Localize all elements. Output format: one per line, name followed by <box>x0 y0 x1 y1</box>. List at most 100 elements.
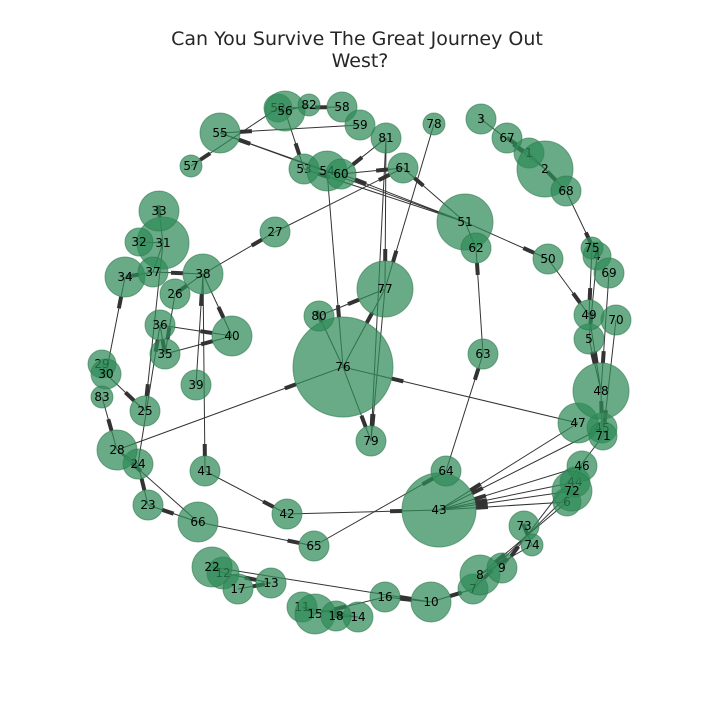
node-label-49: 49 <box>581 308 596 322</box>
node-57: 57 <box>179 154 203 178</box>
node-circle-79 <box>355 425 387 457</box>
node-label-77: 77 <box>377 282 392 296</box>
node-label-25: 25 <box>137 404 152 418</box>
node-10: 10 <box>410 581 452 623</box>
node-label-23: 23 <box>140 498 155 512</box>
node-label-71: 71 <box>595 429 610 443</box>
node-circle-83 <box>90 385 114 409</box>
edge-arrow-41-42 <box>262 499 275 509</box>
node-30: 30 <box>90 358 122 390</box>
node-circle-82 <box>297 93 321 117</box>
edge-arrow-54-55 <box>238 137 251 146</box>
node-label-9: 9 <box>498 561 506 575</box>
node-label-37: 37 <box>145 265 160 279</box>
node-circle-48 <box>572 362 630 420</box>
node-circle-40 <box>211 315 253 357</box>
node-label-3: 3 <box>477 112 485 126</box>
node-circle-60 <box>325 158 357 190</box>
node-label-42: 42 <box>279 507 294 521</box>
node-35: 35 <box>149 338 181 370</box>
edge-arrow-56-53 <box>293 142 302 156</box>
node-label-50: 50 <box>540 252 555 266</box>
node-circle-17 <box>222 573 254 605</box>
edge-arrow-35-40 <box>200 339 214 347</box>
node-circle-50 <box>532 243 564 275</box>
node-label-81: 81 <box>378 131 393 145</box>
edge-arrow-30-25 <box>124 390 136 403</box>
node-label-28: 28 <box>109 443 124 457</box>
node-label-26: 26 <box>167 287 182 301</box>
node-label-65: 65 <box>306 539 321 553</box>
node-label-66: 66 <box>190 515 205 529</box>
node-18: 18 <box>320 600 352 632</box>
node-9: 9 <box>486 552 518 584</box>
node-circle-80 <box>303 300 335 332</box>
node-77: 77 <box>356 260 414 318</box>
node-circle-26 <box>159 278 191 310</box>
edge-arrow-47-43 <box>469 482 482 493</box>
edge-arrow-72-43 <box>475 501 488 507</box>
node-circle-9 <box>486 552 518 584</box>
node-40: 40 <box>211 315 253 357</box>
edge-arrow-22-10 <box>399 594 412 601</box>
node-label-68: 68 <box>558 184 573 198</box>
node-36: 36 <box>144 309 176 341</box>
node-circle-75 <box>580 236 604 260</box>
edge-arrow-39-38 <box>198 293 204 307</box>
node-39: 39 <box>180 369 212 401</box>
node-circle-69 <box>593 257 625 289</box>
node-label-39: 39 <box>188 378 203 392</box>
node-13: 13 <box>255 567 287 599</box>
node-label-70: 70 <box>608 313 623 327</box>
node-68: 68 <box>550 175 582 207</box>
node-label-2: 2 <box>541 162 549 176</box>
node-50: 50 <box>532 243 564 275</box>
node-16: 16 <box>369 581 401 613</box>
node-label-35: 35 <box>157 347 172 361</box>
node-circle-33 <box>138 190 180 232</box>
node-74: 74 <box>520 533 544 557</box>
node-label-43: 43 <box>431 503 446 517</box>
node-28: 28 <box>96 429 138 471</box>
node-circle-3 <box>465 103 497 135</box>
node-label-22: 22 <box>204 560 219 574</box>
edge-arrow-51-50 <box>522 246 536 255</box>
edge-arrow-71-9 <box>509 545 520 558</box>
edge-arrow-52-57 <box>199 151 212 162</box>
node-label-32: 32 <box>131 235 146 249</box>
node-label-69: 69 <box>601 266 616 280</box>
edge-arrow-47-76 <box>391 376 404 384</box>
node-circle-23 <box>132 489 164 521</box>
edge-arrow-66-23 <box>161 507 175 516</box>
edge-arrow-59-55 <box>239 129 253 134</box>
node-label-83: 83 <box>94 390 109 404</box>
edge-arrow-44-43 <box>474 498 488 505</box>
node-circle-78 <box>422 112 446 136</box>
node-circle-76 <box>292 316 394 418</box>
node-49: 49 <box>573 299 605 331</box>
node-circle-57 <box>179 154 203 178</box>
node-layer: 1234567891011121314151617182223242526272… <box>87 90 632 635</box>
node-circle-81 <box>370 122 402 154</box>
node-76: 76 <box>292 316 394 418</box>
edge-arrow-66-65 <box>287 538 300 545</box>
node-42: 42 <box>271 498 303 530</box>
node-circle-42 <box>271 498 303 530</box>
edge-arrow-6-43 <box>475 504 489 510</box>
node-83: 83 <box>90 385 114 409</box>
node-circle-32 <box>124 227 154 257</box>
node-22: 22 <box>191 546 233 588</box>
node-circle-41 <box>189 455 221 487</box>
edge-arrow-80-77 <box>347 297 360 306</box>
edge-arrow-81-60 <box>351 155 364 167</box>
node-circle-66 <box>177 501 219 543</box>
node-label-55: 55 <box>212 126 227 140</box>
node-23: 23 <box>132 489 164 521</box>
node-label-82: 82 <box>301 98 316 112</box>
node-circle-25 <box>129 395 161 427</box>
node-37: 37 <box>137 256 169 288</box>
node-label-34: 34 <box>117 270 132 284</box>
edge-arrow-31-25 <box>144 383 150 397</box>
node-label-75: 75 <box>584 241 599 255</box>
node-67: 67 <box>491 122 523 154</box>
